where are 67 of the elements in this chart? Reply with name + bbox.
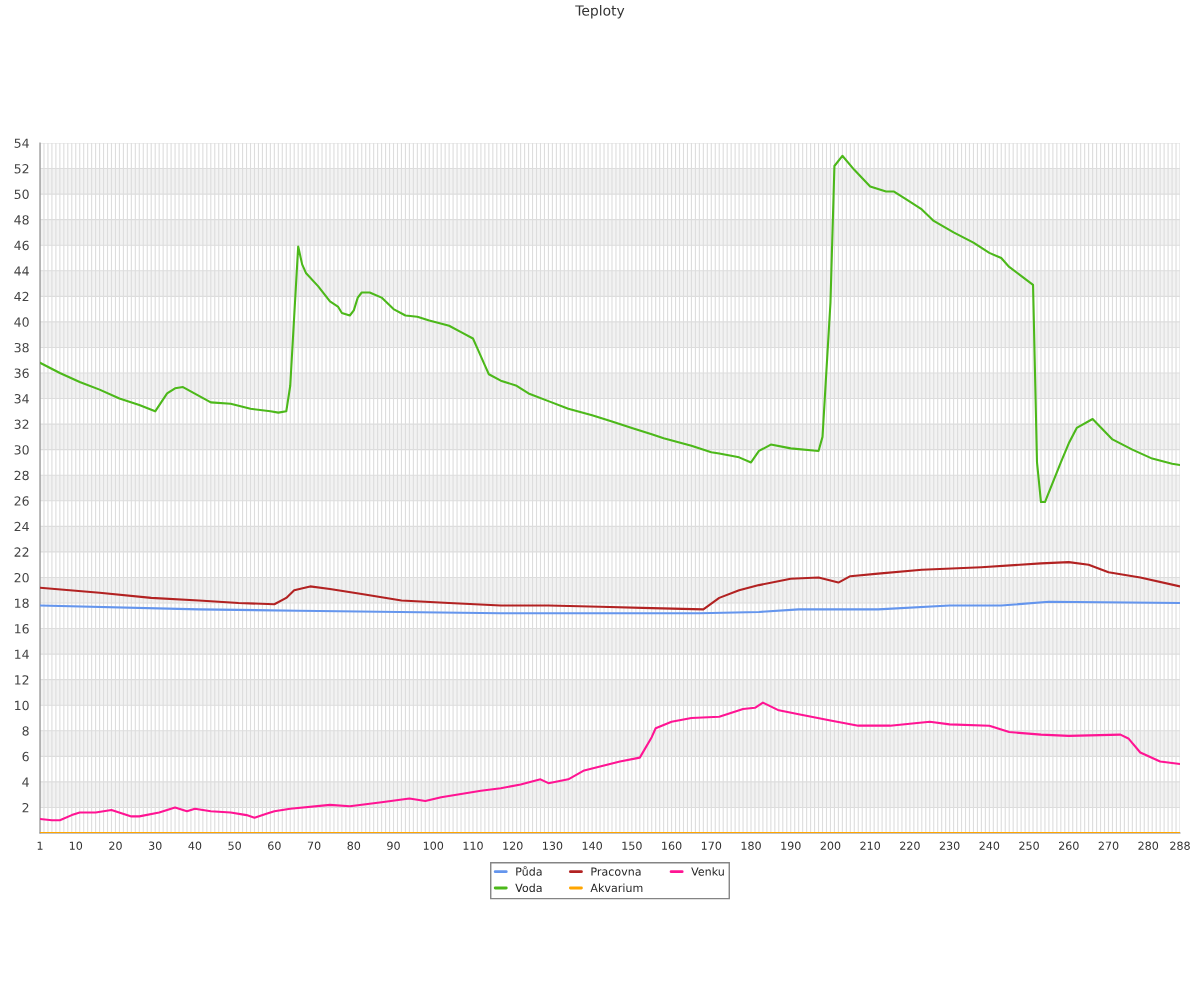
y-tick-label: 14: [15, 649, 29, 659]
x-tick-label: 190: [781, 841, 801, 850]
x-tick-label: 230: [939, 841, 960, 850]
x-tick-label: 250: [1019, 841, 1039, 850]
line-series: [40, 701, 1180, 822]
x-tick-label: 260: [1058, 841, 1079, 850]
x-tick-label: 60: [268, 841, 281, 850]
x-tick-label: 210: [860, 841, 881, 850]
x-tick-label: 120: [503, 841, 523, 850]
y-tick-label: 54: [14, 138, 29, 148]
x-tick-label: 280: [1138, 841, 1159, 850]
y-tick-label: 18: [15, 598, 29, 608]
x-tick-label: 270: [1098, 841, 1119, 850]
y-tick-label: 34: [14, 394, 29, 404]
y-tick-label: 48: [14, 215, 29, 225]
x-tick-label: 110: [463, 841, 483, 850]
y-tick-label: 28: [14, 470, 29, 481]
x-tick-label: 220: [900, 841, 920, 850]
x-tick-label: 130: [543, 841, 563, 850]
y-tick-label: 52: [14, 164, 29, 174]
x-tick-label: 50: [228, 841, 241, 850]
x-tick-label: 180: [741, 841, 761, 850]
legend-label: Akvarium: [590, 883, 643, 893]
line-series: [40, 600, 1180, 615]
x-tick-label: 40: [188, 841, 202, 850]
x-tick-label: 90: [387, 841, 400, 850]
y-tick-label: 26: [14, 496, 29, 506]
x-tick-label: 10: [69, 841, 83, 850]
chart-title: Teploty: [575, 5, 625, 19]
x-tick-label: 170: [701, 841, 722, 850]
legend-label: Venku: [691, 867, 724, 876]
y-tick-label: 20: [14, 572, 29, 583]
x-tick-label: 160: [662, 841, 682, 850]
y-tick-label: 44: [14, 266, 29, 276]
line-series: [40, 154, 1180, 504]
y-tick-label: 12: [15, 675, 29, 685]
x-tick-label: 80: [347, 841, 361, 850]
y-tick-label: 24: [14, 521, 29, 532]
line-series: [40, 561, 1180, 611]
y-tick-label: 10: [15, 700, 29, 711]
legend-label: Pracovna: [591, 867, 641, 876]
x-tick-label: 240: [979, 841, 1000, 850]
y-tick-label: 2: [22, 802, 29, 813]
y-tick-label: 46: [14, 240, 29, 251]
y-tick-label: 42: [14, 291, 29, 302]
x-tick-label: 70: [307, 841, 321, 850]
y-tick-label: 36: [14, 368, 29, 378]
y-tick-label: 50: [14, 189, 29, 200]
y-tick-label: 4: [22, 777, 29, 787]
y-tick-label: 38: [14, 342, 29, 353]
x-tick-label: 30: [148, 841, 162, 850]
x-tick-label: 150: [622, 841, 642, 850]
x-tick-label: 1: [37, 841, 43, 850]
legend-label: Voda: [515, 883, 542, 893]
legend-label: Půda: [516, 866, 542, 876]
y-tick-label: 40: [14, 317, 29, 327]
y-tick-label: 6: [22, 751, 29, 762]
y-tick-label: 22: [14, 547, 29, 557]
y-tick-label: 8: [22, 726, 29, 736]
y-tick-label: 30: [14, 445, 29, 455]
y-tick-label: 32: [14, 419, 29, 430]
x-tick-label: 200: [820, 841, 841, 850]
x-tick-label: 100: [423, 841, 444, 850]
x-tick-label: 20: [109, 841, 122, 850]
x-tick-label: 140: [582, 841, 602, 850]
y-tick-label: 16: [15, 624, 29, 634]
x-tick-label: 288: [1170, 841, 1190, 850]
